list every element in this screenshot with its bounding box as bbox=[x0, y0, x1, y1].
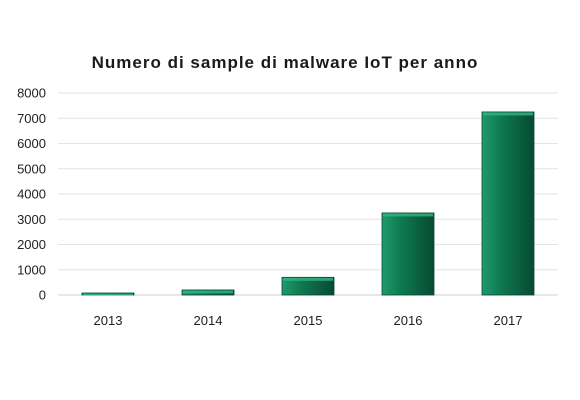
bar bbox=[481, 111, 535, 296]
bar-2014 bbox=[181, 289, 235, 296]
y-tick-label: 5000 bbox=[17, 161, 46, 176]
bar-highlight bbox=[483, 112, 533, 116]
y-tick-label: 6000 bbox=[17, 136, 46, 151]
x-tick-label: 2015 bbox=[294, 313, 323, 328]
x-tick-label: 2016 bbox=[394, 313, 423, 328]
y-tick-label: 0 bbox=[39, 288, 46, 303]
bar-highlight bbox=[83, 293, 133, 296]
y-axis-ticks: 0 1000 2000 3000 4000 5000 6000 7000 8000 bbox=[17, 86, 46, 303]
y-tick-label: 7000 bbox=[17, 111, 46, 126]
y-tick-label: 1000 bbox=[17, 262, 46, 277]
bar-2015 bbox=[281, 276, 335, 296]
bar-2017 bbox=[481, 111, 535, 296]
y-tick-label: 8000 bbox=[17, 86, 46, 101]
x-tick-label: 2013 bbox=[94, 313, 123, 328]
bar-highlight bbox=[283, 277, 333, 281]
bar-highlight bbox=[383, 213, 433, 217]
bar-2013 bbox=[81, 292, 135, 296]
x-tick-label: 2014 bbox=[194, 313, 223, 328]
y-tick-label: 3000 bbox=[17, 212, 46, 227]
bar-highlight bbox=[183, 290, 233, 294]
chart-title: Numero di sample di malware IoT per anno bbox=[92, 53, 479, 72]
gridlines bbox=[58, 92, 558, 296]
bars bbox=[81, 111, 535, 296]
x-tick-label: 2017 bbox=[494, 313, 523, 328]
bar-2016 bbox=[381, 212, 435, 296]
bar bbox=[381, 212, 435, 296]
x-axis-ticks: 2013 2014 2015 2016 2017 bbox=[94, 313, 523, 328]
bar bbox=[281, 276, 335, 296]
y-tick-label: 2000 bbox=[17, 237, 46, 252]
y-tick-label: 4000 bbox=[17, 187, 46, 202]
